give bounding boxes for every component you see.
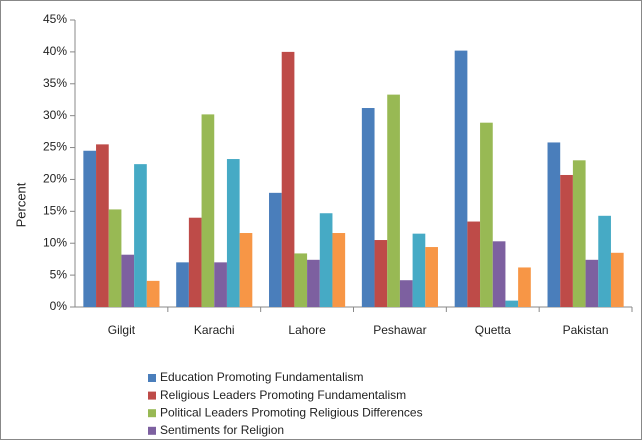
x-tick-label: Lahore (288, 323, 326, 337)
y-tick-label: 10% (43, 235, 67, 249)
bar (547, 142, 561, 307)
y-tick-label: 35% (43, 76, 67, 90)
legend-label: Sentiments for Religion (160, 423, 284, 437)
x-tick-label: Peshawar (373, 323, 426, 337)
bar (96, 144, 109, 307)
bar (361, 108, 375, 307)
bar (598, 215, 611, 307)
bar (387, 94, 400, 308)
bar (505, 300, 519, 307)
bar (108, 209, 122, 307)
legend-swatch (148, 374, 156, 382)
bar (121, 254, 135, 307)
bar (188, 217, 202, 307)
legend-label: Political Leaders Promoting Religious Di… (160, 405, 423, 419)
bar (518, 267, 531, 307)
bar (560, 174, 573, 307)
legend-swatch (148, 391, 156, 400)
legend-label: Education Promoting Fundamentalism (160, 370, 363, 384)
y-tick-label: 40% (43, 44, 67, 58)
y-tick-label: 45% (43, 12, 67, 26)
bar (467, 221, 481, 307)
legend-label: Religious Leaders Promoting Fundamentali… (160, 388, 406, 402)
bar (399, 280, 413, 307)
y-tick-label: 0% (50, 299, 68, 313)
x-tick-label: Karachi (194, 323, 235, 337)
bar (585, 259, 599, 307)
y-tick-label: 20% (43, 172, 67, 186)
bar (294, 253, 308, 307)
bar (480, 122, 493, 307)
bar (610, 252, 624, 307)
y-tick-label: 30% (43, 108, 67, 122)
bar (572, 160, 586, 307)
bar (281, 51, 295, 308)
bar (214, 262, 227, 307)
bar (239, 233, 253, 307)
bar (332, 233, 346, 307)
bar (201, 114, 215, 307)
bar (492, 241, 506, 307)
bar (83, 150, 97, 307)
legend-swatch (148, 409, 156, 418)
bar (425, 247, 438, 307)
bar (134, 164, 147, 307)
y-tick-label: 25% (43, 140, 67, 154)
legend-swatch (148, 426, 156, 435)
bar (454, 50, 468, 307)
bar (146, 280, 160, 307)
bar (226, 159, 240, 307)
x-tick-label: Gilgit (108, 323, 136, 337)
x-tick-label: Quetta (475, 323, 511, 337)
x-tick-label: Pakistan (563, 323, 609, 337)
bar (319, 213, 333, 307)
y-tick-label: 15% (43, 204, 67, 218)
bar (307, 259, 320, 307)
bar (374, 240, 388, 307)
bar (176, 262, 189, 307)
y-tick-label: 5% (50, 267, 68, 281)
bar (412, 233, 426, 307)
bar (269, 192, 282, 307)
y-axis-label: Percent (13, 182, 28, 227)
